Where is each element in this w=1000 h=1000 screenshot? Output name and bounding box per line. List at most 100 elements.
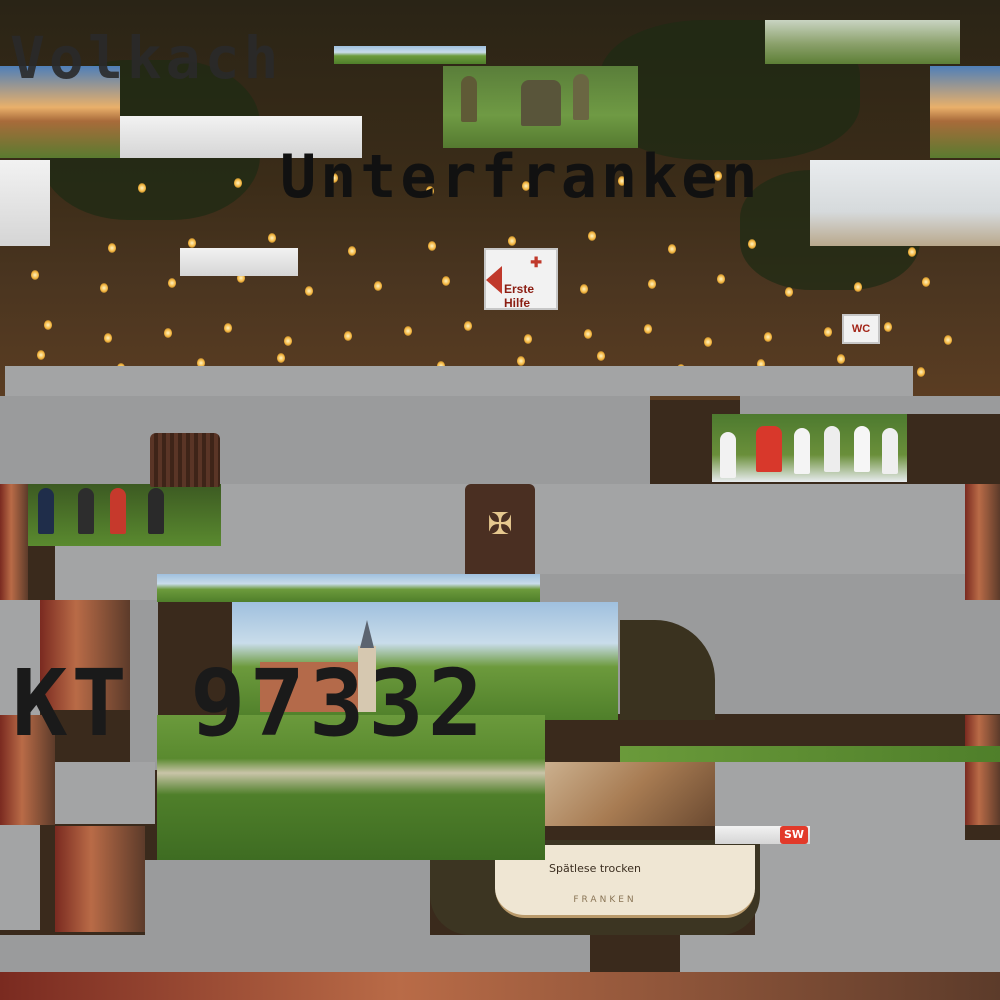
string-light-bulb: [944, 335, 952, 345]
string-light-bulb: [584, 329, 592, 339]
shoe-photo: [0, 160, 50, 246]
sky-photo: [157, 574, 540, 602]
string-light-bulb: [922, 277, 931, 287]
vineyard-strip-photo: [620, 746, 1000, 762]
gray-band: [55, 762, 155, 824]
gray-band: [740, 396, 1000, 414]
string-light-bulb: [917, 367, 925, 377]
string-light-bulb: [442, 276, 451, 286]
tennis-club-group-photo: [712, 414, 907, 482]
string-light-bulb: [108, 243, 116, 253]
string-light-bulb: [284, 336, 292, 346]
string-light-bulb: [404, 326, 412, 336]
gray-band: [755, 840, 1000, 935]
bottle-neck: [465, 484, 535, 574]
string-light-bulb: [99, 283, 108, 293]
string-light-bulb: [579, 284, 588, 294]
string-light-bulb: [348, 246, 356, 256]
crowd-photo: [965, 715, 1000, 825]
gray-band: [220, 484, 965, 574]
string-light-bulb: [714, 171, 722, 181]
wine-label-region: FRANKEN: [573, 895, 637, 905]
string-light-bulb: [268, 233, 276, 243]
gray-band: [680, 935, 1000, 973]
wine-label-text: Spätlese trocken: [549, 862, 641, 875]
string-light-bulb: [428, 241, 436, 251]
string-light-bulb: [522, 181, 530, 191]
string-light-bulb: [853, 282, 862, 292]
first-aid-cross-icon: ✚: [530, 254, 542, 270]
crowd-photo: [0, 715, 55, 825]
string-light-bulb: [517, 356, 525, 366]
string-light-bulb: [37, 350, 45, 360]
string-light-bulb: [764, 332, 772, 342]
gray-band: [0, 396, 650, 484]
soldiers-training-photo: [443, 66, 638, 148]
string-light-bulb: [373, 281, 382, 291]
place-name-text: Volkach: [10, 24, 283, 92]
sw-logo: SW: [780, 826, 808, 844]
string-light-bulb: [44, 320, 52, 330]
string-light-bulb: [524, 334, 532, 344]
puppies-photo: [545, 762, 715, 826]
string-light-bulb: [31, 270, 39, 280]
vineyard-rows-photo: [157, 715, 545, 860]
gray-band: [0, 935, 590, 973]
string-light-bulb: [197, 358, 205, 368]
physiotherapy-photo: [810, 160, 1000, 246]
string-light-bulb: [748, 239, 756, 249]
string-light-bulb: [648, 279, 657, 289]
string-light-bulb: [168, 278, 177, 288]
string-light-bulb: [464, 321, 472, 331]
winery-emblem-icon: ✠: [487, 507, 513, 542]
vineyard-sunset-photo: [0, 66, 120, 158]
arrow-left-icon: [486, 266, 502, 294]
vineyard-hotel-photo: [930, 66, 1000, 158]
gray-band: [5, 366, 913, 396]
vineyard-church-photo: [232, 602, 618, 720]
string-light-bulb: [716, 274, 725, 284]
soldiers-forest-photo: [765, 20, 960, 64]
first-aid-sign: ✚ Erste Hilfe: [484, 248, 558, 310]
region-name-text: Unterfranken: [280, 142, 762, 212]
string-light-bulb: [785, 287, 794, 297]
first-aid-sign-label: Erste Hilfe: [504, 282, 535, 310]
string-light-bulb: [824, 327, 832, 337]
string-light-bulb: [224, 323, 232, 333]
plate-code-text: KT 97332: [12, 650, 488, 757]
string-light-bulb: [644, 324, 652, 334]
string-light-bulb: [234, 178, 242, 188]
string-light-bulb: [508, 236, 516, 246]
string-light-bulb: [704, 337, 712, 347]
wc-sign: WC: [842, 314, 880, 344]
string-light-bulb: [618, 176, 626, 186]
crowd-photo: [0, 484, 28, 600]
blurred-white-strip: [180, 248, 298, 276]
gray-band: [145, 860, 430, 935]
string-light-bulb: [588, 231, 596, 241]
sky-strip-photo: [334, 46, 486, 64]
blurred-white-photo: [120, 116, 362, 158]
gray-band: [130, 600, 158, 770]
string-light-bulb: [597, 351, 605, 361]
string-light-bulb: [668, 244, 676, 254]
string-light-bulb: [138, 183, 146, 193]
string-light-bulb: [104, 333, 112, 343]
string-light-bulb: [330, 173, 338, 183]
string-light-bulb: [236, 273, 245, 283]
string-light-bulb: [426, 186, 434, 196]
string-light-bulb: [908, 247, 916, 257]
string-light-bulb: [837, 354, 845, 364]
crowd-photo: [965, 484, 1000, 600]
string-light-bulb: [305, 286, 314, 296]
string-light-bulb: [164, 328, 172, 338]
string-light-bulb: [884, 322, 892, 332]
family-photo: [55, 826, 145, 932]
crowd-photo: [40, 600, 130, 710]
bottle-screw-cap: [150, 433, 220, 487]
string-light-bulb: [277, 353, 285, 363]
crowd-strip-photo: [0, 972, 1000, 1000]
string-light-bulb: [344, 331, 352, 341]
string-light-bulb: [757, 359, 765, 369]
string-light-bulb: [188, 238, 196, 248]
